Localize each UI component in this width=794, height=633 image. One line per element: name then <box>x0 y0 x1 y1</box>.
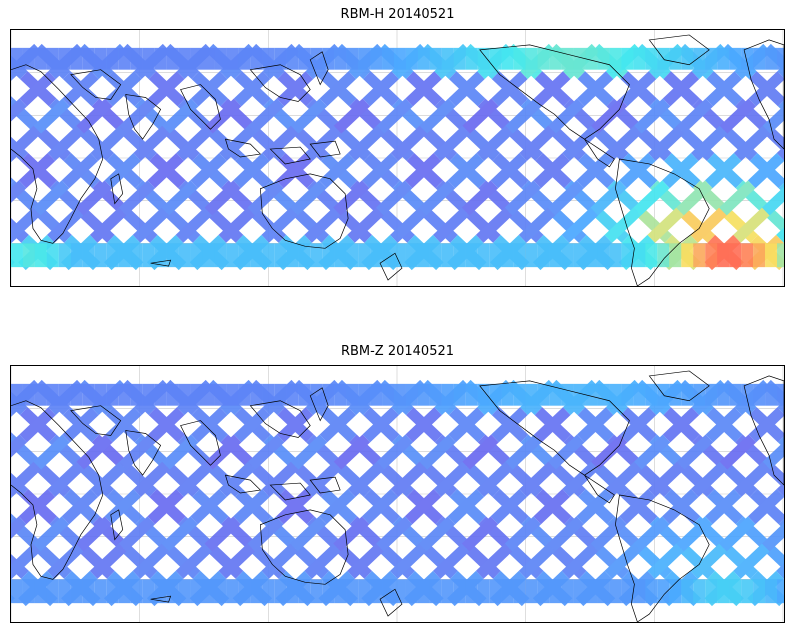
polar-bands <box>11 47 784 268</box>
map-top <box>10 29 785 287</box>
polar-bands <box>11 383 784 604</box>
orbit-tracks <box>11 43 784 271</box>
map-svg-top <box>11 30 784 286</box>
map-svg-bottom <box>11 366 784 622</box>
coastlines <box>11 34 784 286</box>
panel-title-top: RBM-H 20140521 <box>340 7 455 22</box>
panel-title-bottom: RBM-Z 20140521 <box>340 344 455 359</box>
map-bottom <box>10 365 785 623</box>
orbit-tracks <box>11 379 784 607</box>
coastlines <box>11 370 784 622</box>
